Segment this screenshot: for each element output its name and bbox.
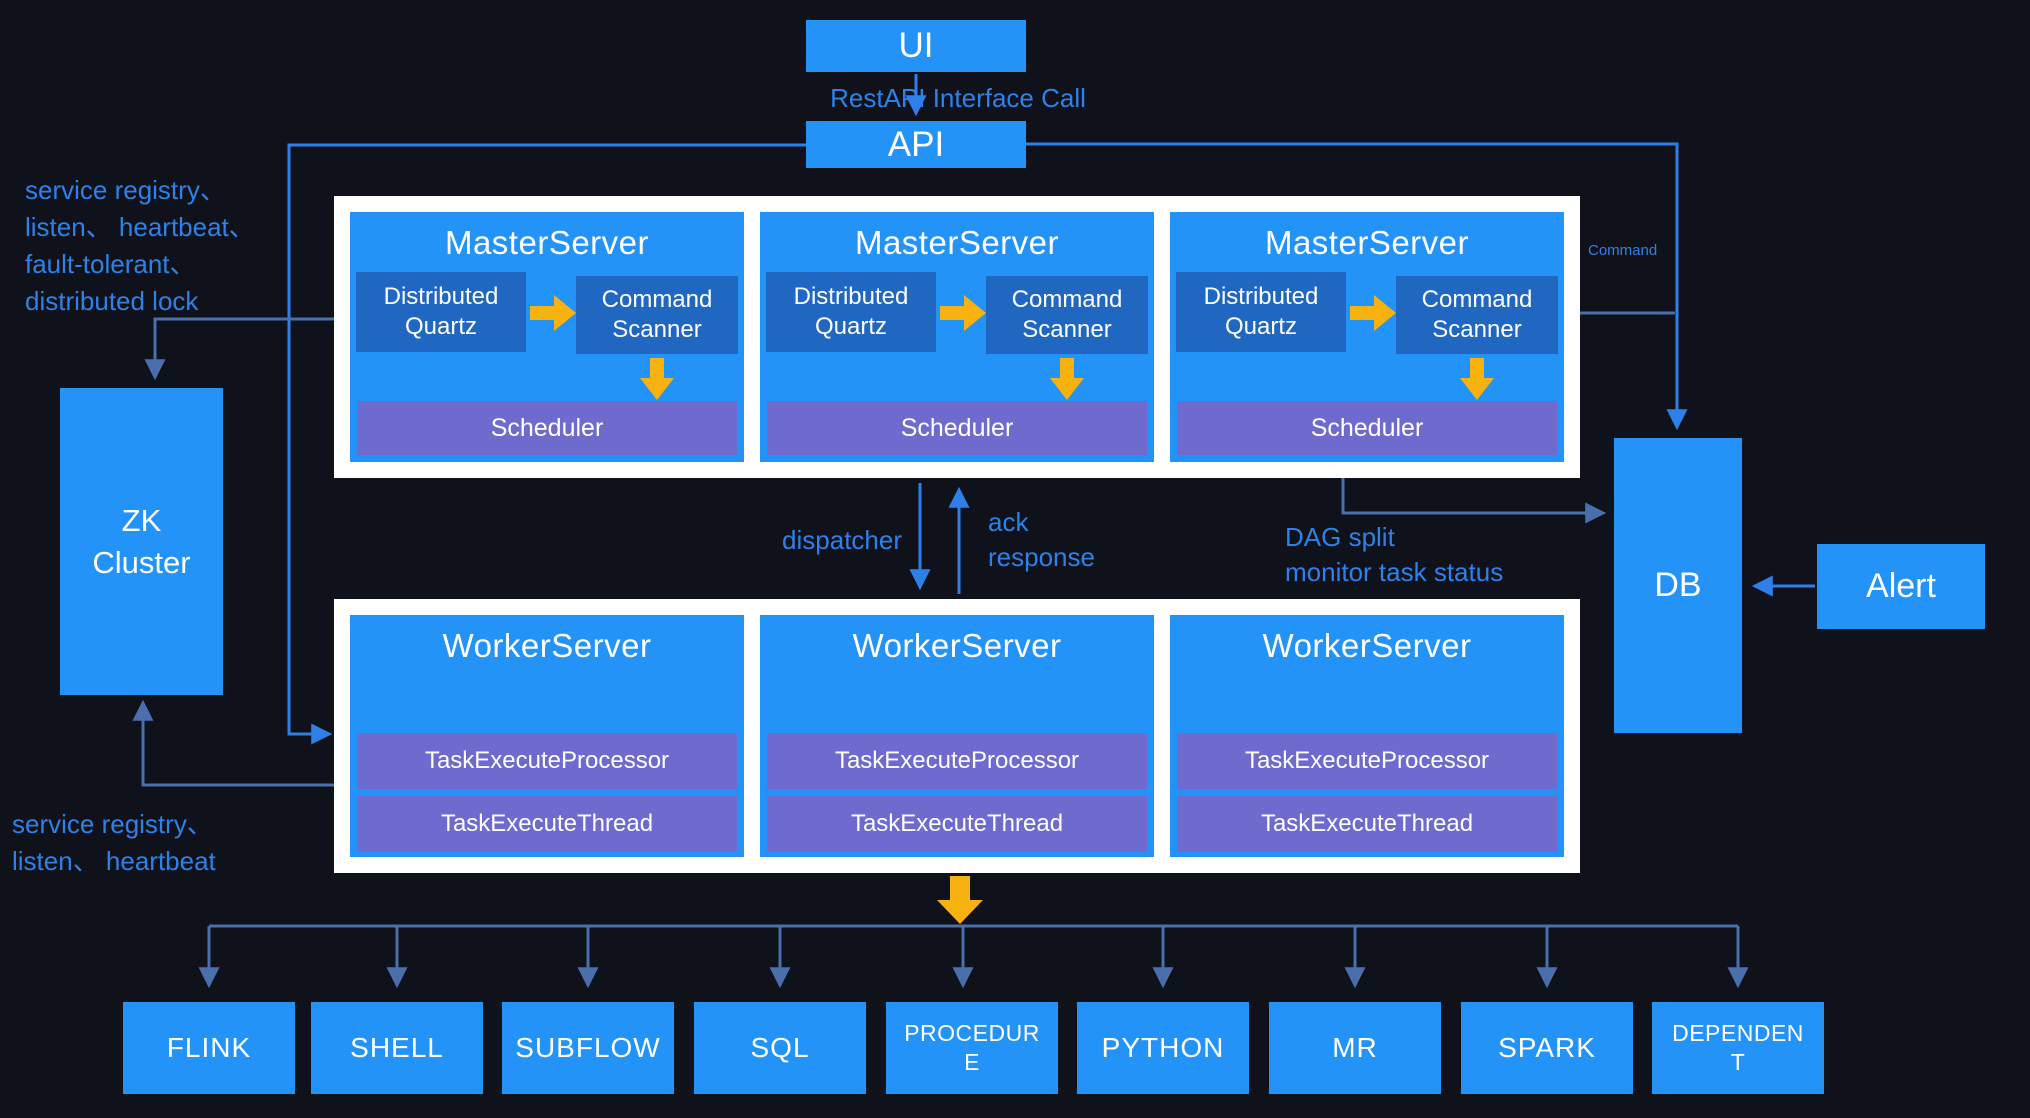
- task-execute-processor-bar: TaskExecuteProcessor: [357, 733, 737, 789]
- command-scanner-label: Command Scanner: [1011, 286, 1123, 343]
- distributed-quartz-box: Distributed Quartz: [766, 272, 936, 352]
- distributed-quartz-box: Distributed Quartz: [356, 272, 526, 352]
- task-execute-thread-label: TaskExecuteThread: [1260, 810, 1474, 837]
- zk-cluster-box: ZK Cluster: [60, 388, 223, 695]
- quartz-to-scanner-arrow-icon: [940, 295, 986, 331]
- db-box: DB: [1614, 438, 1742, 733]
- master-title: MasterServer: [1264, 224, 1470, 261]
- worker-server-box-1: WorkerServer TaskExecuteProcessor TaskEx…: [350, 615, 744, 857]
- task-execute-processor-bar: TaskExecuteProcessor: [1177, 733, 1557, 789]
- api-label: API: [887, 124, 945, 164]
- command-scanner-box: Command Scanner: [1396, 276, 1558, 354]
- master-cluster-frame: MasterServer Distributed Quartz Command …: [334, 196, 1580, 478]
- task-label: DEPENDENT: [1672, 1020, 1804, 1075]
- quartz-to-scanner-arrow-icon: [530, 295, 576, 331]
- task-execute-thread-bar: TaskExecuteThread: [767, 796, 1147, 852]
- scanner-to-scheduler-arrow-icon: [1460, 358, 1494, 400]
- worker-cluster-frame: WorkerServer TaskExecuteProcessor TaskEx…: [334, 599, 1580, 873]
- master-server-box-2: MasterServer Distributed Quartz Command …: [760, 212, 1154, 462]
- task-label: SPARK: [1498, 1032, 1596, 1063]
- worker-to-zk-arrow: [132, 699, 336, 787]
- task-execute-processor-label: TaskExecuteProcessor: [1244, 747, 1490, 774]
- task-execute-thread-label: TaskExecuteThread: [850, 810, 1064, 837]
- task-execute-processor-label: TaskExecuteProcessor: [424, 747, 670, 774]
- worker-server-box-2: WorkerServer TaskExecuteProcessor TaskEx…: [760, 615, 1154, 857]
- alert-label: Alert: [1866, 567, 1936, 605]
- task-box-python: PYTHON: [1077, 1002, 1249, 1094]
- task-label: PYTHON: [1101, 1032, 1225, 1063]
- dag-split-label: DAG split monitor task status: [1285, 522, 1504, 588]
- task-label: FLINK: [166, 1032, 252, 1063]
- ui-box: UI: [806, 20, 1026, 72]
- scheduler-label: Scheduler: [490, 413, 604, 442]
- task-label: SQL: [750, 1032, 810, 1063]
- scanner-to-scheduler-arrow-icon: [640, 358, 674, 400]
- api-box: API: [806, 121, 1026, 168]
- task-label: PROCEDURE: [904, 1020, 1040, 1075]
- task-box-mr: MR: [1269, 1002, 1441, 1094]
- task-box-spark: SPARK: [1461, 1002, 1633, 1094]
- task-execute-thread-label: TaskExecuteThread: [440, 810, 654, 837]
- command-scanner-box: Command Scanner: [576, 276, 738, 354]
- distributed-quartz-label: Distributed Quartz: [1203, 283, 1319, 340]
- task-execute-thread-bar: TaskExecuteThread: [1177, 796, 1557, 852]
- scheduler-bar: Scheduler: [1177, 401, 1557, 455]
- task-label: SHELL: [350, 1032, 444, 1063]
- master-server-box-1: MasterServer Distributed Quartz Command …: [350, 212, 744, 462]
- db-label: DB: [1654, 566, 1702, 604]
- task-label: SUBFLOW: [515, 1032, 661, 1063]
- task-box-sql: SQL: [694, 1002, 866, 1094]
- dispatcher-label: dispatcher: [782, 525, 902, 555]
- zk-master-note: service registry、 listen、 heartbeat、 fau…: [25, 175, 255, 316]
- ack-response-label: ack response: [988, 507, 1095, 573]
- task-box-subflow: SUBFLOW: [502, 1002, 674, 1094]
- distributed-quartz-box: Distributed Quartz: [1176, 272, 1346, 352]
- quartz-to-scanner-arrow-icon: [1350, 295, 1396, 331]
- command-scanner-box: Command Scanner: [986, 276, 1148, 354]
- task-label: MR: [1332, 1032, 1378, 1063]
- worker-server-box-3: WorkerServer TaskExecuteProcessor TaskEx…: [1170, 615, 1564, 857]
- scheduler-label: Scheduler: [1310, 413, 1424, 442]
- worker-to-tasks-arrow-icon: [937, 876, 983, 924]
- task-execute-processor-bar: TaskExecuteProcessor: [767, 733, 1147, 789]
- task-execute-processor-label: TaskExecuteProcessor: [834, 747, 1080, 774]
- worker-title: WorkerServer: [442, 627, 652, 664]
- scheduler-bar: Scheduler: [357, 401, 737, 455]
- distributed-quartz-label: Distributed Quartz: [383, 283, 499, 340]
- worker-title: WorkerServer: [1262, 627, 1472, 664]
- task-box-dependent: DEPENDENT: [1652, 1002, 1824, 1094]
- worker-title: WorkerServer: [852, 627, 1062, 664]
- distributed-quartz-label: Distributed Quartz: [793, 283, 909, 340]
- master-server-box-3: MasterServer Distributed Quartz Command …: [1170, 212, 1564, 462]
- task-box-shell: SHELL: [311, 1002, 483, 1094]
- command-scanner-label: Command Scanner: [1421, 286, 1533, 343]
- scheduler-bar: Scheduler: [767, 401, 1147, 455]
- command-label: Command: [1588, 242, 1658, 259]
- master-title: MasterServer: [854, 224, 1060, 261]
- task-box-flink: FLINK: [123, 1002, 295, 1094]
- command-scanner-label: Command Scanner: [601, 286, 713, 343]
- alert-box: Alert: [1817, 544, 1985, 629]
- task-box-procedure: PROCEDURE: [886, 1002, 1058, 1094]
- ui-label: UI: [898, 26, 934, 65]
- task-execute-thread-bar: TaskExecuteThread: [357, 796, 737, 852]
- master-to-zk-arrow: [144, 317, 334, 381]
- scanner-to-scheduler-arrow-icon: [1050, 358, 1084, 400]
- zk-worker-note: service registry、 listen、 heartbeat: [12, 809, 216, 876]
- scheduler-label: Scheduler: [900, 413, 1014, 442]
- rest-api-call-label: RestAPI Interface Call: [830, 83, 1086, 113]
- master-title: MasterServer: [444, 224, 650, 261]
